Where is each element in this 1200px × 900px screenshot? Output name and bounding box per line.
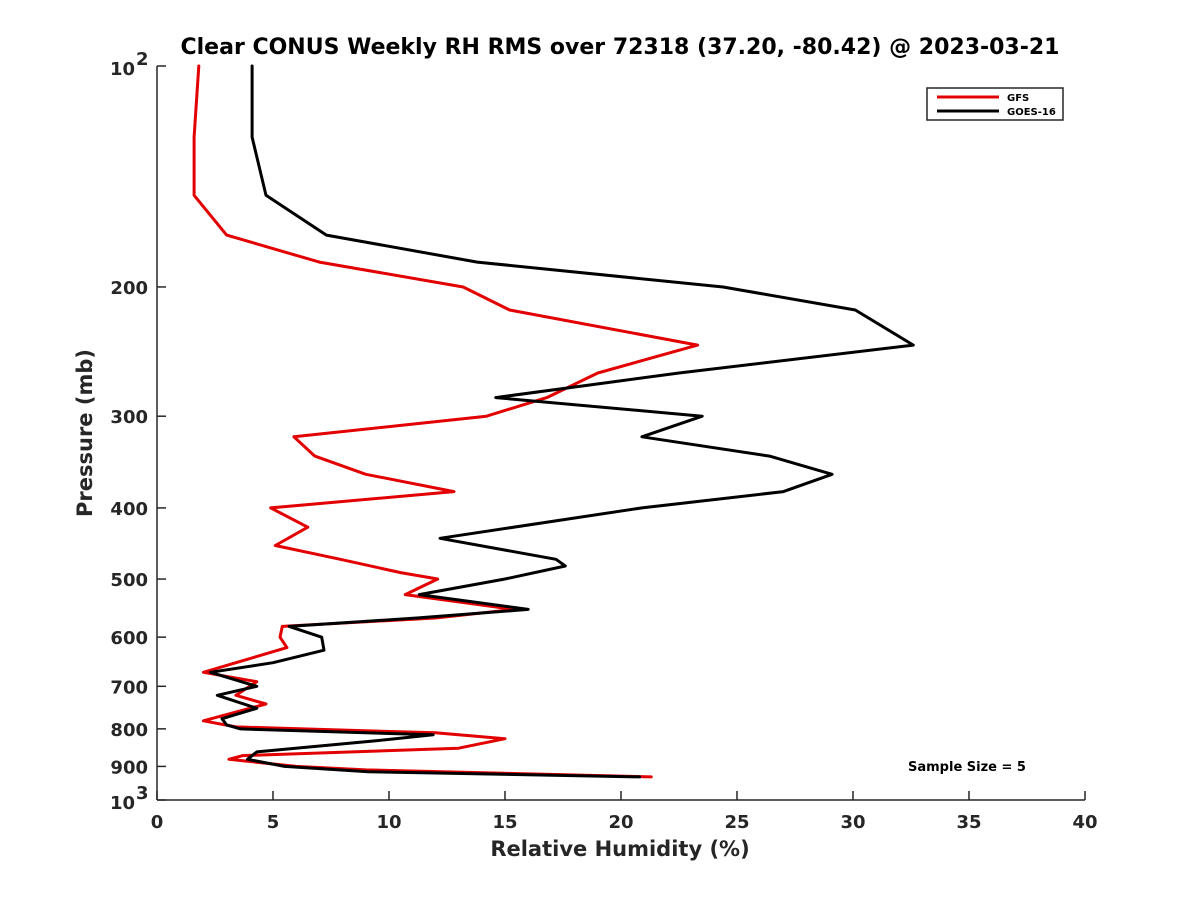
y-tick-exponent-top: 2 <box>136 49 149 70</box>
legend-box <box>926 87 1064 121</box>
series-line-gfs <box>192 64 700 779</box>
y-tick-label: 200 <box>110 278 148 299</box>
y-axis-title: Pressure (mb) <box>73 349 97 517</box>
x-tick-label: 30 <box>840 812 865 833</box>
y-tick-label: 900 <box>110 757 148 778</box>
legend-label-gfs: GFS <box>1007 93 1029 104</box>
sample-size-annotation: Sample Size = 5 <box>908 760 1026 775</box>
y-tick-label: 800 <box>110 720 148 741</box>
series-layer <box>192 64 915 779</box>
x-tick-label: 5 <box>267 812 280 833</box>
y-tick-label: 700 <box>110 677 148 698</box>
y-tick-exponent-bottom: 3 <box>136 783 149 804</box>
x-tick-label: 15 <box>492 812 517 833</box>
x-tick-label: 0 <box>151 812 164 833</box>
y-tick-label-top: 10 <box>110 59 135 80</box>
y-tick-label: 600 <box>110 628 148 649</box>
legend-label-goes16: GOES-16 <box>1007 107 1056 118</box>
chart-title: Clear CONUS Weekly RH RMS over 72318 (37… <box>181 35 1060 60</box>
x-tick-label: 40 <box>1072 812 1097 833</box>
x-tick-label: 35 <box>956 812 981 833</box>
y-tick-label: 500 <box>110 570 148 591</box>
x-tick-label: 20 <box>608 812 633 833</box>
x-axis-title: Relative Humidity (%) <box>490 837 749 861</box>
x-tick-label: 10 <box>376 812 401 833</box>
y-tick-label-bottom: 10 <box>110 793 135 814</box>
y-tick-label: 400 <box>110 499 148 520</box>
x-tick-label: 25 <box>724 812 749 833</box>
series-line-goes16 <box>208 64 915 779</box>
y-tick-label: 300 <box>110 407 148 428</box>
legend: GFS GOES-16 <box>926 87 1064 121</box>
